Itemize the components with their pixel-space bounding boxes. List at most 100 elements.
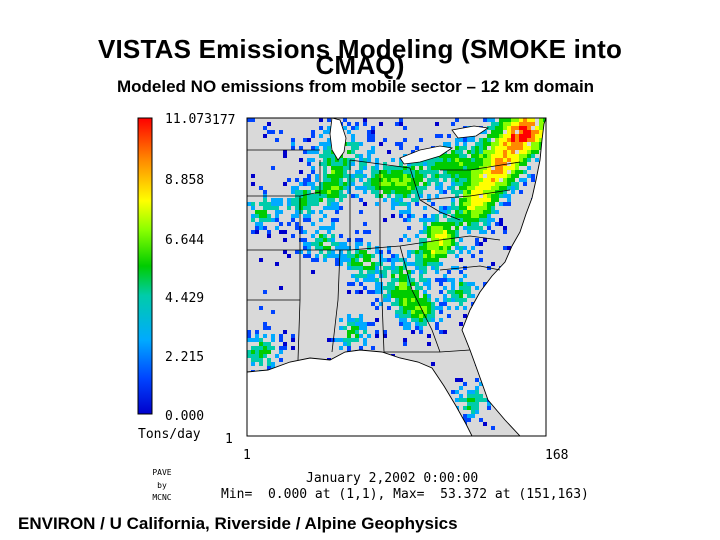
emission-cell [515, 134, 519, 138]
emission-cell [271, 338, 275, 342]
emission-cell [275, 210, 279, 214]
emission-cell [491, 426, 495, 430]
emission-cell [399, 118, 403, 122]
emission-cell [391, 278, 395, 282]
emission-cell [359, 158, 363, 162]
emission-cell [339, 262, 343, 266]
emission-cell [427, 158, 431, 162]
emission-cell [319, 242, 323, 246]
emission-cell [423, 218, 427, 222]
emission-cell [295, 190, 299, 194]
emission-cell [467, 206, 471, 210]
emission-cell [383, 198, 387, 202]
emission-cell [435, 262, 439, 266]
emission-cell [335, 170, 339, 174]
emission-cell [431, 266, 435, 270]
emission-cell [479, 258, 483, 262]
emission-cell [491, 130, 495, 134]
emission-cell [359, 270, 363, 274]
emission-cell [251, 182, 255, 186]
emission-cell [379, 170, 383, 174]
emission-cell [439, 182, 443, 186]
emission-cell [399, 278, 403, 282]
emission-cell [455, 398, 459, 402]
emission-cell [451, 182, 455, 186]
emission-cell [323, 162, 327, 166]
emission-cell [447, 230, 451, 234]
emission-cell [279, 358, 283, 362]
emission-cell [411, 190, 415, 194]
emission-cell [387, 194, 391, 198]
emission-cell [459, 138, 463, 142]
emission-cell [435, 234, 439, 238]
emission-cell [383, 258, 387, 262]
emission-cell [347, 182, 351, 186]
emission-cell [435, 278, 439, 282]
emission-cell [315, 198, 319, 202]
emission-cell [343, 338, 347, 342]
emission-cell [339, 186, 343, 190]
emission-cell [251, 118, 255, 122]
emission-cell [527, 166, 531, 170]
emission-cell [423, 278, 427, 282]
emission-cell [483, 194, 487, 198]
emission-cell [279, 338, 283, 342]
emission-cell [387, 286, 391, 290]
emission-cell [463, 266, 467, 270]
emission-cell [459, 206, 463, 210]
emission-cell [331, 202, 335, 206]
emission-cell [355, 258, 359, 262]
emission-cell [463, 214, 467, 218]
emission-cell [475, 390, 479, 394]
emission-cell [387, 258, 391, 262]
emission-cell [247, 334, 251, 338]
emission-cell [427, 198, 431, 202]
emission-cell [463, 406, 467, 410]
emission-cell [507, 202, 511, 206]
emission-cell [379, 290, 383, 294]
emission-cell [407, 250, 411, 254]
emission-cell [447, 218, 451, 222]
emission-cell [415, 182, 419, 186]
emission-cell [391, 258, 395, 262]
emission-cell [447, 206, 451, 210]
credit-line: by [157, 481, 167, 490]
emission-cell [407, 162, 411, 166]
emission-cell [467, 150, 471, 154]
emission-cell [491, 170, 495, 174]
emission-cell [251, 346, 255, 350]
emission-cell [383, 266, 387, 270]
emission-cell [367, 158, 371, 162]
emission-cell [515, 142, 519, 146]
emission-cell [487, 202, 491, 206]
emission-cell [331, 166, 335, 170]
emission-cell [275, 202, 279, 206]
emission-cell [483, 282, 487, 286]
emission-cell [391, 254, 395, 258]
emission-cell [431, 302, 435, 306]
emission-cell [419, 262, 423, 266]
emission-cell [259, 222, 263, 226]
emission-cell [415, 162, 419, 166]
emission-cell [359, 266, 363, 270]
emission-cell [423, 182, 427, 186]
emission-cell [267, 346, 271, 350]
emission-cell [515, 154, 519, 158]
emission-cell [503, 186, 507, 190]
emission-cell [255, 334, 259, 338]
emission-cell [363, 182, 367, 186]
emission-cell [447, 278, 451, 282]
emission-cell [383, 330, 387, 334]
emission-cell [475, 286, 479, 290]
emission-cell [507, 146, 511, 150]
emission-cell [447, 154, 451, 158]
emission-cell [415, 266, 419, 270]
emission-cell [327, 146, 331, 150]
emission-cell [483, 178, 487, 182]
emission-cell [351, 282, 355, 286]
emission-cell [427, 302, 431, 306]
emission-cell [355, 146, 359, 150]
emission-cell [467, 190, 471, 194]
emission-cell [403, 338, 407, 342]
emission-cell [475, 410, 479, 414]
